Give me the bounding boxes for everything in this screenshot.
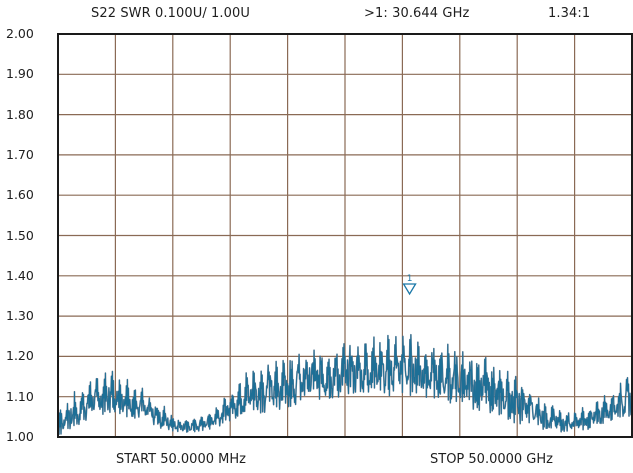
y-tick-label: 1.50 (6, 227, 34, 243)
trace-format-label: S22 SWR 0.100U/ 1.00U (91, 6, 251, 21)
start-frequency-label: START 50.0000 MHz (116, 452, 246, 467)
trace-line (57, 334, 633, 435)
y-tick-label: 2.00 (6, 26, 34, 41)
y-tick-label: 1.40 (6, 267, 34, 283)
stop-frequency-label: STOP 50.0000 GHz (430, 452, 553, 467)
marker-1-triangle (402, 283, 417, 296)
marker-value-readout: 1.34:1 (548, 6, 591, 21)
y-tick-label: 1.20 (6, 348, 34, 364)
y-tick-label: 1.70 (6, 146, 34, 162)
marker-1-label: 1 (407, 274, 413, 284)
y-tick-label: 1.30 (6, 308, 34, 324)
plot-frame (57, 33, 633, 438)
marker-frequency-readout: >1: 30.644 GHz (364, 6, 470, 21)
y-tick-label: 1.90 (6, 66, 34, 82)
y-tick-label: 1.10 (6, 388, 34, 404)
y-tick-label: 1.60 (6, 187, 34, 203)
y-tick-label: 1.80 (6, 106, 34, 122)
y-tick-label: 1.00 (6, 429, 34, 444)
